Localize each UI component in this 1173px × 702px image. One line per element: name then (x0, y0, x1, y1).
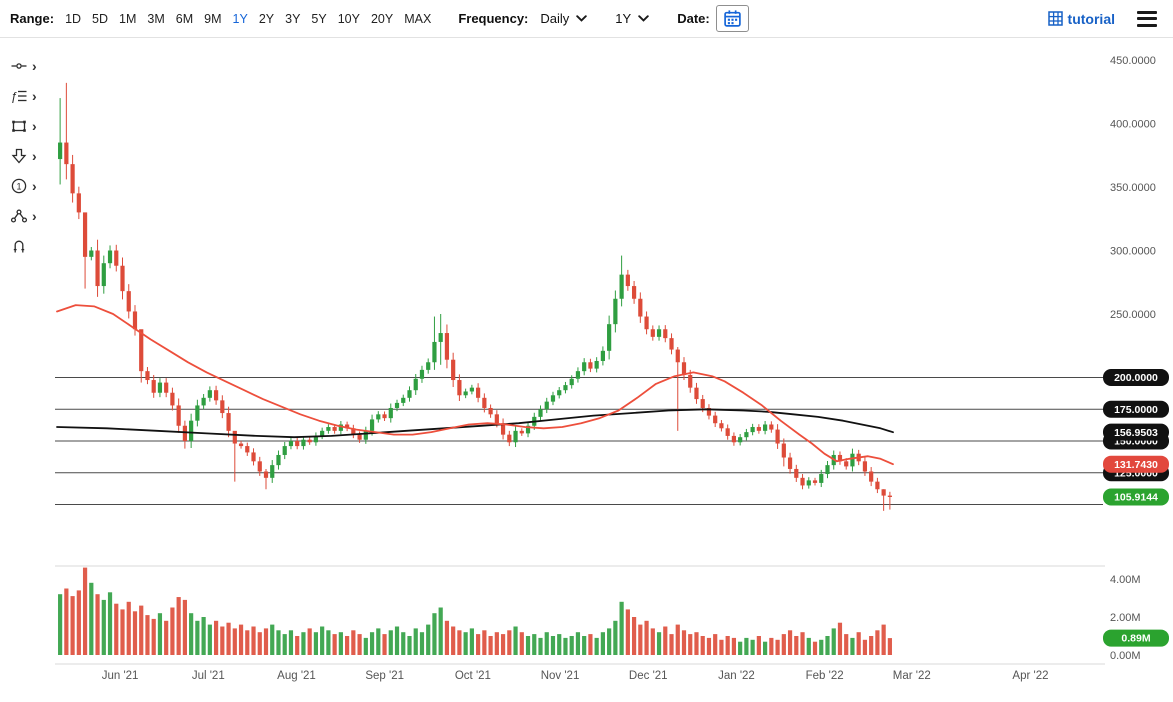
axis-value-badge: 131.7430 (1103, 455, 1169, 473)
chevron-right-icon[interactable]: › (32, 87, 37, 104)
range-button-3y[interactable]: 3Y (280, 9, 305, 29)
frequency-select[interactable]: Daily (534, 8, 593, 29)
menu-icon[interactable] (1137, 10, 1157, 27)
chevron-right-icon[interactable]: › (32, 117, 37, 134)
volume-bars (58, 567, 892, 655)
range-button-max[interactable]: MAX (399, 9, 436, 29)
x-axis-labels: Jun '21 Jul '21 Aug '21 Sep '21 Oct '21 Nov '… (102, 670, 1049, 682)
svg-text:Sep '21: Sep '21 (365, 670, 404, 682)
axis-value-badge: 156.9503 (1103, 423, 1169, 441)
range-button-1y[interactable]: 1Y (228, 9, 253, 29)
price-chart[interactable]: 450.0000 400.0000 350.0000 300.0000 250.0000… (0, 38, 1173, 702)
date-label: Date: (677, 11, 710, 26)
svg-text:0.00M: 0.00M (1110, 650, 1141, 662)
chevron-right-icon[interactable]: › (32, 147, 37, 164)
axis-value-badge: 200.0000 (1103, 369, 1169, 386)
svg-text:Jun '21: Jun '21 (102, 670, 139, 682)
top-toolbar: Range: 1D 5D 1M 3M 6M 9M 1Y 2Y 3Y 5Y 10Y 20Y MAX Fre… (0, 0, 1173, 38)
svg-text:Mar '22: Mar '22 (893, 670, 931, 682)
brand-name: tutorial (1067, 10, 1115, 27)
chevron-right-icon[interactable]: › (32, 207, 37, 224)
chevron-right-icon[interactable]: › (32, 57, 37, 74)
svg-text:Nov '21: Nov '21 (541, 670, 580, 682)
candles (58, 82, 892, 511)
trend-line-tool[interactable]: › (10, 56, 37, 75)
rectangle-shape-icon (12, 120, 26, 132)
ma-fast-line (56, 304, 894, 466)
range-button-5d[interactable]: 5D (87, 9, 113, 29)
range-button-5y[interactable]: 5Y (306, 9, 331, 29)
range-buttons: 1D 5D 1M 3M 6M 9M 1Y 2Y 3Y 5Y 10Y 20Y MAX (60, 9, 436, 29)
range-button-10y[interactable]: 10Y (333, 9, 365, 29)
frequency-value: Daily (540, 11, 570, 26)
fibonacci-levels-tool[interactable]: ƒ › (10, 86, 37, 105)
period-select[interactable]: 1Y (609, 8, 655, 29)
grid-logo-icon (1047, 11, 1063, 26)
arrow-down-icon (11, 148, 27, 163)
range-button-6m[interactable]: 6M (171, 9, 198, 29)
range-button-20y[interactable]: 20Y (366, 9, 398, 29)
chevron-right-icon[interactable]: › (32, 177, 37, 194)
svg-text:ƒ: ƒ (11, 89, 18, 103)
range-label: Range: (10, 11, 55, 26)
svg-text:Dec '21: Dec '21 (629, 670, 668, 682)
svg-text:175.0000: 175.0000 (1114, 404, 1158, 416)
arrow-marker-tool[interactable]: › (10, 146, 37, 165)
drawing-toolbar: › ƒ › › › 1 › › (10, 56, 37, 255)
svg-text:250.0000: 250.0000 (1110, 309, 1156, 321)
axis-value-badge: 0.89M (1103, 629, 1169, 647)
svg-text:300.0000: 300.0000 (1110, 246, 1156, 258)
circled-one-icon: 1 (11, 178, 27, 193)
horizontal-price-lines (55, 377, 1103, 505)
date-picker-button[interactable] (715, 5, 749, 32)
axis-value-badge: 175.0000 (1103, 400, 1169, 418)
fibonacci-levels-icon: ƒ (11, 89, 27, 103)
range-button-9m[interactable]: 9M (199, 9, 226, 29)
svg-text:200.0000: 200.0000 (1114, 372, 1158, 384)
trend-line-icon (11, 62, 27, 69)
svg-text:Jul '21: Jul '21 (192, 670, 225, 682)
range-button-1m[interactable]: 1M (114, 9, 141, 29)
number-label-tool[interactable]: 1 › (10, 176, 37, 195)
range-button-2y[interactable]: 2Y (254, 9, 279, 29)
svg-text:450.0000: 450.0000 (1110, 55, 1156, 67)
svg-text:Apr '22: Apr '22 (1012, 670, 1048, 682)
range-button-3m[interactable]: 3M (142, 9, 169, 29)
chevron-down-icon (638, 15, 649, 22)
brand-logo[interactable]: tutorial (1047, 10, 1115, 27)
svg-text:400.0000: 400.0000 (1110, 119, 1156, 131)
calendar-icon (723, 10, 741, 27)
chart-canvas[interactable]: › ƒ › › › 1 › › 450.0000 400.0000 350.0000… (0, 38, 1173, 702)
pattern-tool[interactable]: › (10, 206, 37, 225)
svg-text:156.9503: 156.9503 (1114, 427, 1158, 439)
axis-value-badge: 105.9144 (1103, 488, 1169, 506)
svg-text:131.7430: 131.7430 (1114, 459, 1158, 471)
chevron-down-icon (576, 15, 588, 22)
ma-slow-line (56, 408, 894, 439)
svg-text:4.00M: 4.00M (1110, 574, 1141, 586)
svg-text:Oct '21: Oct '21 (455, 670, 491, 682)
svg-text:2.00M: 2.00M (1110, 612, 1141, 624)
svg-text:1: 1 (16, 181, 21, 191)
svg-text:Jan '22: Jan '22 (718, 670, 755, 682)
svg-text:0.89M: 0.89M (1121, 633, 1150, 645)
svg-text:105.9144: 105.9144 (1114, 492, 1158, 504)
period-value: 1Y (615, 11, 632, 26)
svg-text:Feb '22: Feb '22 (806, 670, 844, 682)
svg-text:Aug '21: Aug '21 (277, 670, 316, 682)
frequency-label: Frequency: (458, 11, 529, 26)
magnet-tool[interactable] (10, 236, 37, 255)
shape-tool[interactable]: › (10, 116, 37, 135)
magnet-icon (13, 240, 25, 252)
range-button-1d[interactable]: 1D (60, 9, 86, 29)
svg-text:350.0000: 350.0000 (1110, 182, 1156, 194)
pattern-nodes-icon (10, 208, 28, 223)
y-axis-labels: 450.0000 400.0000 350.0000 300.0000 250.0000… (1110, 55, 1156, 662)
